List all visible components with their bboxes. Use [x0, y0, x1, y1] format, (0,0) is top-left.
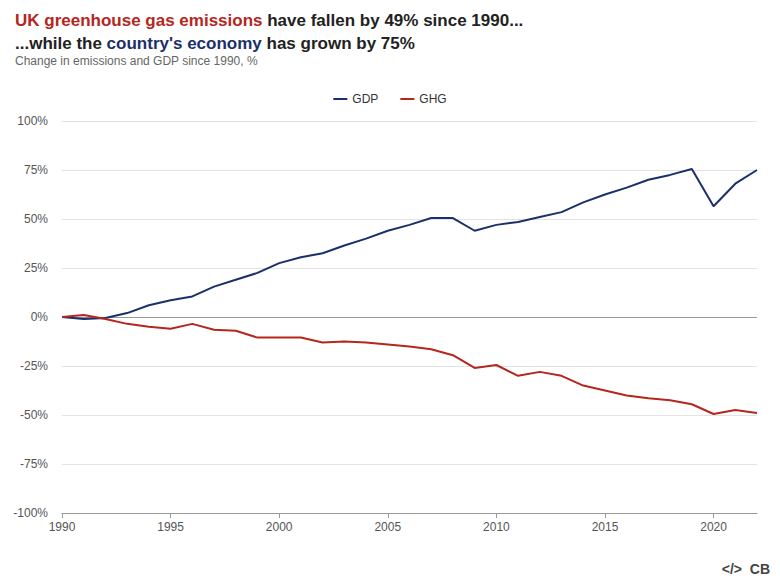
svg-text:25%: 25%	[24, 261, 48, 275]
svg-text:has grown by 75%: has grown by 75%	[262, 34, 415, 53]
svg-text:</> CB: </> CB	[722, 561, 770, 577]
svg-text:-75%: -75%	[20, 457, 48, 471]
svg-text:100%: 100%	[17, 114, 48, 128]
svg-text:-50%: -50%	[20, 408, 48, 422]
svg-text:have fallen by 49% since 1990.: have fallen by 49% since 1990...	[263, 11, 524, 30]
svg-text:Change in emissions and GDP si: Change in emissions and GDP since 1990, …	[15, 54, 258, 68]
svg-text:2015: 2015	[592, 520, 619, 534]
svg-text:UK greenhouse gas emissions: UK greenhouse gas emissions	[15, 11, 263, 30]
svg-text:2000: 2000	[266, 520, 293, 534]
svg-text:-100%: -100%	[13, 506, 48, 520]
svg-text:2005: 2005	[374, 520, 401, 534]
svg-text:2020: 2020	[700, 520, 727, 534]
svg-text:GDP: GDP	[352, 92, 378, 106]
svg-text:-25%: -25%	[20, 359, 48, 373]
svg-text:country's economy: country's economy	[107, 34, 263, 53]
svg-text:2010: 2010	[483, 520, 510, 534]
svg-text:75%: 75%	[24, 163, 48, 177]
svg-text:1990: 1990	[49, 520, 76, 534]
svg-text:GHG: GHG	[419, 92, 446, 106]
svg-text:50%: 50%	[24, 212, 48, 226]
svg-text:1995: 1995	[157, 520, 184, 534]
svg-text:...while the: ...while the	[15, 34, 107, 53]
svg-text:0%: 0%	[31, 310, 49, 324]
